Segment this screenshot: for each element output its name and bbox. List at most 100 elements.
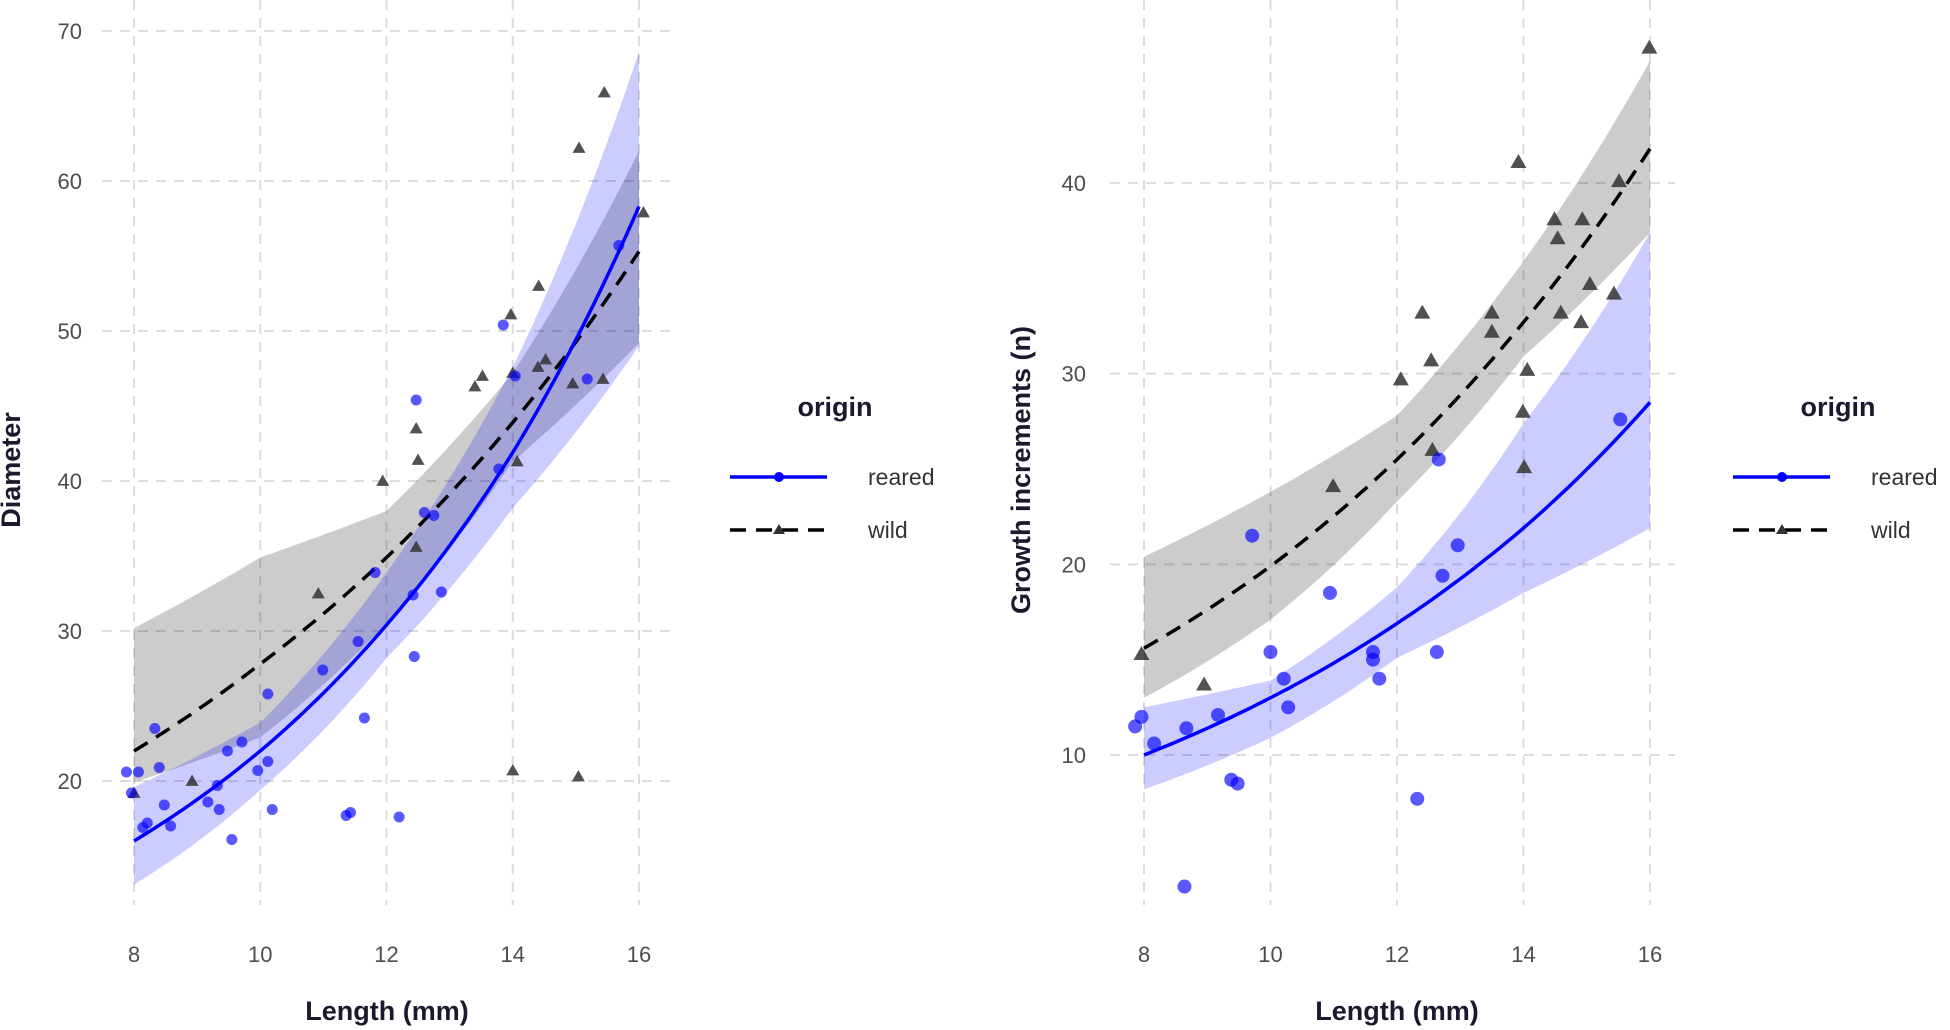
- reared-data-point: [613, 240, 625, 251]
- reared-data-point: [1134, 709, 1149, 724]
- wild-data-point: [1581, 276, 1598, 291]
- legend: origin reared wild: [1733, 392, 1937, 543]
- reared-data-point: [132, 766, 144, 778]
- reared-data-point: [202, 796, 214, 808]
- reared-data-point: [1177, 879, 1192, 894]
- y-tick-label: 20: [58, 769, 82, 794]
- wild-data-point: [411, 453, 425, 465]
- reared-data-point: [1431, 452, 1446, 467]
- legend-circle-icon: [774, 472, 784, 482]
- reared-data-point: [1147, 736, 1162, 751]
- reared-data-point: [497, 319, 509, 331]
- reared-data-point: [213, 804, 225, 815]
- y-axis-title: Diameter: [0, 412, 26, 528]
- y-tick-label: 30: [58, 619, 82, 644]
- reared-data-point: [153, 762, 165, 773]
- reared-data-point: [369, 567, 381, 578]
- wild-data-point: [571, 770, 585, 782]
- wild-data-point: [409, 540, 423, 552]
- x-tick-label: 16: [627, 942, 651, 967]
- wild-data-point: [475, 369, 489, 381]
- reared-data-point: [266, 804, 278, 815]
- x-tick-label: 12: [374, 942, 398, 967]
- x-tick-label: 10: [248, 942, 272, 967]
- reared-data-point: [352, 636, 364, 647]
- wild-data-point: [1549, 230, 1566, 245]
- legend-title: origin: [798, 392, 873, 422]
- reared-data-point: [393, 811, 405, 823]
- wild-data-point: [1133, 645, 1150, 660]
- y-tick-label: 30: [1062, 362, 1086, 387]
- reared-data-point: [226, 834, 238, 845]
- reared-data-point: [1263, 645, 1278, 660]
- y-tick-label: 50: [58, 319, 82, 344]
- y-tick-label: 40: [58, 469, 82, 494]
- x-tick-label: 14: [1511, 942, 1535, 967]
- legend-triangle-icon: [1776, 524, 1788, 534]
- reared-data-point: [125, 787, 137, 799]
- y-tick-label: 20: [1062, 552, 1086, 577]
- reared-data-point: [1450, 538, 1465, 553]
- legend-label-wild: wild: [1870, 517, 1911, 543]
- wild-data-point: [185, 774, 199, 786]
- x-axis-title: Length (mm): [1315, 996, 1478, 1026]
- reared-data-point: [1613, 412, 1628, 427]
- wild-data-point: [1510, 154, 1527, 169]
- wild-data-point: [1546, 211, 1563, 226]
- wild-data-point: [1641, 39, 1658, 54]
- reared-data-point: [158, 799, 170, 811]
- wild-data-point: [531, 360, 545, 372]
- reared-data-point: [1245, 528, 1260, 543]
- y-tick-label: 70: [58, 19, 82, 44]
- x-tick-label: 8: [1138, 942, 1150, 967]
- reared-data-point: [1276, 671, 1291, 686]
- wild-data-point: [539, 353, 553, 365]
- wild-data-point: [376, 474, 390, 486]
- panel-2: 8 10 12 14 16 10 20 30 40 Length (mm) Growth incre…: [1006, 0, 1937, 1026]
- legend-label-reared: reared: [1871, 464, 1937, 490]
- y-axis-title: Growth increments (n): [1006, 326, 1036, 614]
- reared-fit-line: [1143, 401, 1652, 757]
- reared-data-point: [1435, 568, 1450, 583]
- reared-data-point: [428, 510, 440, 521]
- reared-data-point: [236, 736, 248, 748]
- reared-data-point: [1365, 652, 1380, 667]
- legend-label-reared: reared: [868, 464, 934, 490]
- wild-data-point: [532, 279, 546, 291]
- reared-data-point: [317, 664, 329, 676]
- legend-label-wild: wild: [867, 517, 908, 543]
- reared-data-point: [120, 766, 132, 778]
- wild-data-point: [510, 455, 524, 467]
- wild-data-point: [566, 377, 580, 389]
- wild-data-point: [1573, 314, 1590, 329]
- reared-data-point: [358, 712, 370, 724]
- reared-data-point: [410, 394, 422, 406]
- y-tick-label: 60: [58, 169, 82, 194]
- legend: origin reared wild: [730, 392, 934, 543]
- reared-data-point: [581, 373, 593, 385]
- wild-data-point: [506, 764, 520, 776]
- reared-data-point: [509, 370, 521, 382]
- legend-title: origin: [1801, 392, 1876, 422]
- wild-data-point: [1483, 304, 1500, 319]
- wild-data-point: [1483, 323, 1500, 338]
- wild-data-point: [596, 372, 610, 384]
- reared-data-point: [137, 822, 149, 833]
- reared-data-point: [345, 807, 357, 818]
- wild-data-point: [1516, 459, 1533, 474]
- reared-data-point: [493, 463, 505, 475]
- reared-data-point: [1429, 645, 1444, 660]
- wild-data-point: [1325, 478, 1342, 493]
- wild-data-point: [504, 308, 518, 320]
- wild-data-point: [1611, 173, 1628, 188]
- reared-data-point: [1322, 585, 1337, 600]
- reared-data-point: [262, 688, 274, 700]
- reared-data-point: [407, 589, 419, 601]
- wild-confidence-band: [1144, 61, 1650, 698]
- reared-data-point: [211, 780, 223, 791]
- wild-data-point: [409, 422, 423, 434]
- wild-data-point: [1423, 352, 1440, 367]
- wild-data-point: [1514, 403, 1531, 418]
- reared-confidence-band: [134, 52, 639, 885]
